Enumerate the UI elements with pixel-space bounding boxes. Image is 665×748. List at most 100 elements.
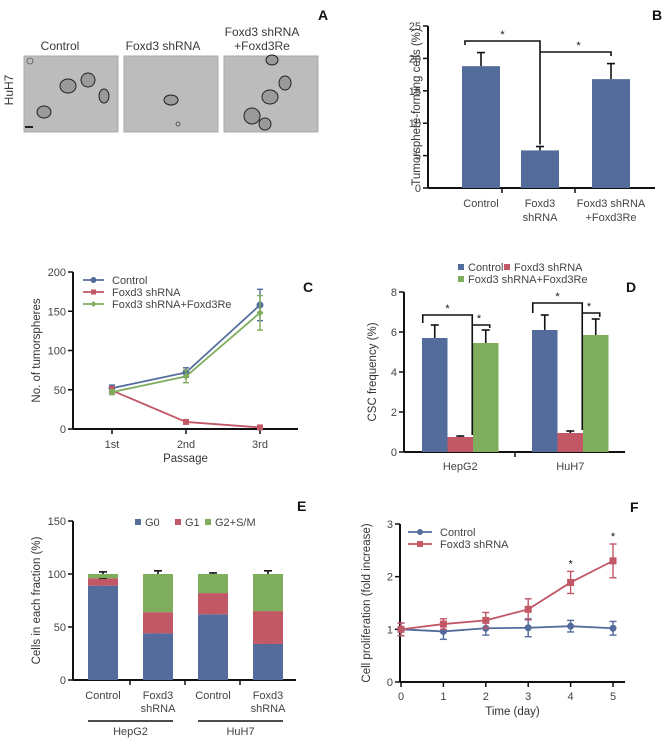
x-tick-label: shRNA	[141, 703, 177, 715]
x-axis-label: Passage	[163, 453, 208, 465]
bar-segment-0-G1	[88, 578, 118, 586]
data-point	[482, 616, 490, 624]
legend-swatch	[205, 519, 211, 525]
legend-label: Foxd3 shRNA+Foxd3Re	[468, 274, 588, 286]
y-tick-label: 0	[387, 677, 393, 689]
image-title-foxd3-shrna-foxd3re-line1: Foxd3 shRNA	[225, 25, 300, 39]
y-tick-label: 150	[48, 516, 66, 528]
y-tick-label: 25	[409, 21, 421, 33]
bar-segment-0-G0	[88, 585, 118, 680]
y-tick-label: 100	[48, 346, 66, 358]
x-tick-label: Foxd3	[525, 198, 556, 210]
bar-HuH7-0	[532, 330, 558, 452]
legend-label: Foxd3 shRNA	[440, 539, 509, 551]
x-tick-label: 5	[610, 691, 616, 703]
x-tick-label: 1st	[105, 439, 120, 451]
significance-bracket	[582, 312, 601, 317]
y-tick-label: 8	[391, 287, 397, 299]
y-tick-label: 3	[387, 519, 393, 531]
legend-marker	[90, 301, 97, 307]
micrograph-foxd3-shrna	[123, 55, 219, 133]
y-tick-label: 100	[48, 569, 66, 581]
y-tick-label: 0	[60, 675, 66, 687]
panel-c: C No. of tumorspheres 0 50 100 150 200 1st 2nd 3r…	[31, 267, 313, 465]
legend-label: Foxd3 shRNA	[514, 262, 583, 274]
y-tick-label: 0	[415, 183, 421, 195]
data-point	[567, 578, 575, 586]
y-tick-label: 10	[409, 118, 421, 130]
significance-star: *	[555, 291, 560, 303]
legend-marker	[417, 529, 423, 535]
x-tick-label: Control	[195, 690, 230, 702]
y-tick-label: 0	[391, 447, 397, 459]
bar-segment-0-G2+S/M	[88, 574, 118, 579]
data-point	[397, 625, 405, 633]
data-point	[439, 620, 447, 628]
data-point	[108, 388, 116, 396]
x-tick-label: 0	[398, 691, 404, 703]
y-tick-label: 50	[54, 385, 66, 397]
panel-b: B Tumorsphere-forming cells (%)0 5 10 15 20 25…	[409, 7, 662, 224]
significance-star: *	[445, 303, 450, 315]
panel-letter: F	[630, 499, 639, 515]
bar-segment-2-G2+S/M	[198, 574, 228, 594]
y-tick-label: 0	[60, 424, 66, 436]
significance-bracket	[421, 314, 474, 435]
legend-label: Control	[440, 527, 475, 539]
panel-letter: D	[626, 279, 636, 295]
y-axis-label: Cell proliferation (fold increase)	[361, 523, 373, 682]
y-axis-label: CSC frequency (%)	[367, 322, 379, 421]
significance-bracket	[540, 51, 612, 56]
x-tick-label: Control	[463, 198, 498, 210]
bar-segment-1-G0	[143, 633, 173, 680]
bar-0	[462, 66, 500, 188]
data-point	[609, 624, 617, 632]
significance-star: *	[611, 531, 616, 543]
x-tick-label: shRNA	[251, 703, 287, 715]
bar-segment-1-G1	[143, 612, 173, 634]
panel-letter: E	[297, 498, 306, 514]
y-axis-label: Tumorsphere-forming cells (%)	[411, 28, 423, 186]
bar-segment-3-G1	[253, 611, 283, 644]
y-tick-label: 2	[387, 572, 393, 584]
x-tick-label: Control	[85, 690, 120, 702]
significance-star: *	[587, 301, 592, 313]
significance-star: *	[500, 29, 505, 41]
legend-swatch	[135, 519, 141, 525]
legend-swatch	[458, 276, 464, 282]
bar-HuH7-1	[557, 433, 583, 452]
row-label-huh7: HuH7	[2, 74, 16, 105]
data-point	[524, 605, 532, 613]
bar-segment-3-G0	[253, 643, 283, 680]
bar-HuH7-2	[583, 335, 609, 452]
x-tick-label: HuH7	[556, 461, 584, 473]
micrograph-foxd3-shrna-foxd3re	[223, 54, 319, 133]
x-tick-label: +Foxd3Re	[585, 212, 636, 224]
significance-bracket	[472, 324, 491, 328]
data-point	[609, 557, 617, 565]
panel-letter: B	[652, 7, 662, 23]
panel-a-svg: A Control Foxd3 shRNA Foxd3 shRNA +Foxd3…	[2, 7, 328, 133]
legend-label: Foxd3 shRNA	[112, 287, 181, 299]
legend-label: G2+S/M	[215, 517, 256, 529]
bar-segment-1-G2+S/M	[143, 574, 173, 613]
bar-segment-3-G2+S/M	[253, 574, 283, 612]
x-tick-label: shRNA	[523, 212, 559, 224]
x-tick-label: Foxd3	[253, 690, 284, 702]
significance-bracket	[531, 302, 584, 430]
y-tick-label: 5	[415, 151, 421, 163]
legend-label: G1	[185, 517, 200, 529]
group-label: HepG2	[113, 726, 148, 738]
y-tick-label: 50	[54, 622, 66, 634]
bar-segment-2-G0	[198, 614, 228, 680]
y-tick-label: 6	[391, 327, 397, 339]
bar-HepG2-1	[447, 437, 473, 452]
data-point	[257, 424, 263, 431]
x-tick-label: 3rd	[252, 439, 268, 451]
x-tick-label: 2	[483, 691, 489, 703]
data-point	[256, 309, 264, 317]
legend-label: Control	[468, 262, 503, 274]
bar-HepG2-2	[473, 343, 499, 452]
